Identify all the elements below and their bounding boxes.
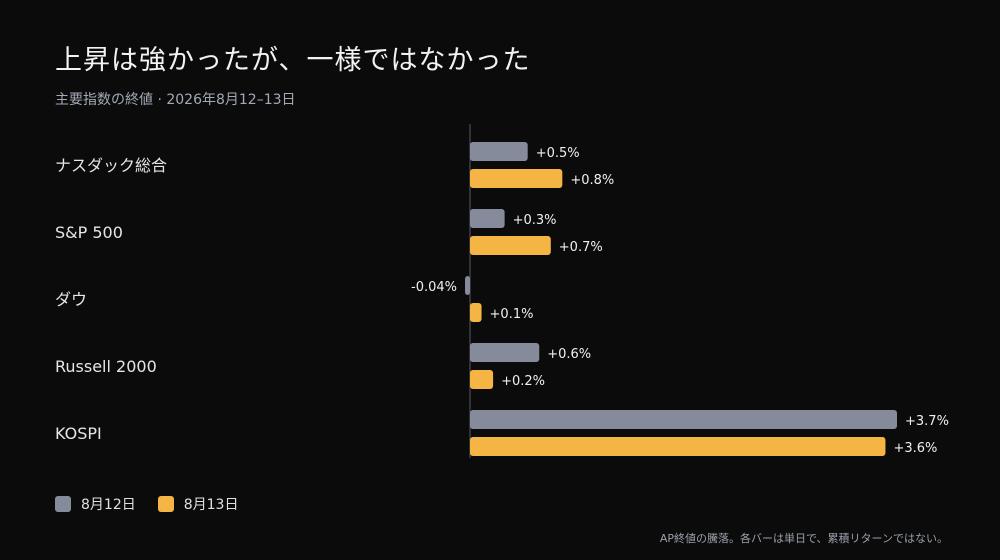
- category-label: S&P 500: [55, 223, 123, 242]
- legend-item-aug12: 8月12日: [55, 494, 136, 514]
- bar-aug13: [470, 236, 551, 255]
- bar-aug13: [470, 370, 494, 389]
- bar-aug12: [470, 209, 505, 228]
- bar-aug12: [470, 142, 528, 161]
- bar-aug13: [470, 169, 563, 188]
- bar-aug12: [465, 276, 470, 295]
- bar-value-label: +0.1%: [490, 307, 534, 322]
- legend-label-aug12: 8月12日: [81, 497, 136, 513]
- legend-label-aug13: 8月13日: [183, 497, 239, 513]
- bar-value-label: +0.8%: [570, 173, 614, 188]
- legend: 8月12日 8月13日: [55, 494, 260, 514]
- category-label: ナスダック総合: [55, 156, 167, 175]
- bar-aug13: [470, 303, 482, 322]
- bar-value-label: +0.6%: [547, 347, 591, 362]
- category-label: Russell 2000: [55, 357, 157, 376]
- bar-value-label: +3.7%: [905, 414, 949, 429]
- bar-aug13: [470, 437, 886, 456]
- bar-value-label: +0.3%: [513, 213, 557, 228]
- legend-swatch-aug13: [157, 496, 174, 512]
- bar-aug12: [470, 343, 540, 362]
- footnote: AP終値の騰落。各バーは単日で、累積リターンではない。: [659, 532, 948, 545]
- bar-value-label: +0.7%: [559, 240, 603, 255]
- bar-value-label: +3.6%: [893, 441, 937, 456]
- bar-value-label: -0.04%: [411, 280, 457, 295]
- legend-item-aug13: 8月13日: [157, 494, 239, 514]
- chart-title: 上昇は強かったが、一様ではなかった: [55, 45, 531, 76]
- bar-value-label: +0.5%: [536, 146, 580, 161]
- category-label: ダウ: [55, 290, 87, 309]
- bar-aug12: [470, 410, 897, 429]
- category-label: KOSPI: [55, 424, 102, 443]
- bar-value-label: +0.2%: [501, 374, 545, 389]
- legend-swatch-aug12: [55, 496, 71, 512]
- chart-subtitle: 主要指数の終値 · 2026年8月12–13日: [55, 92, 296, 108]
